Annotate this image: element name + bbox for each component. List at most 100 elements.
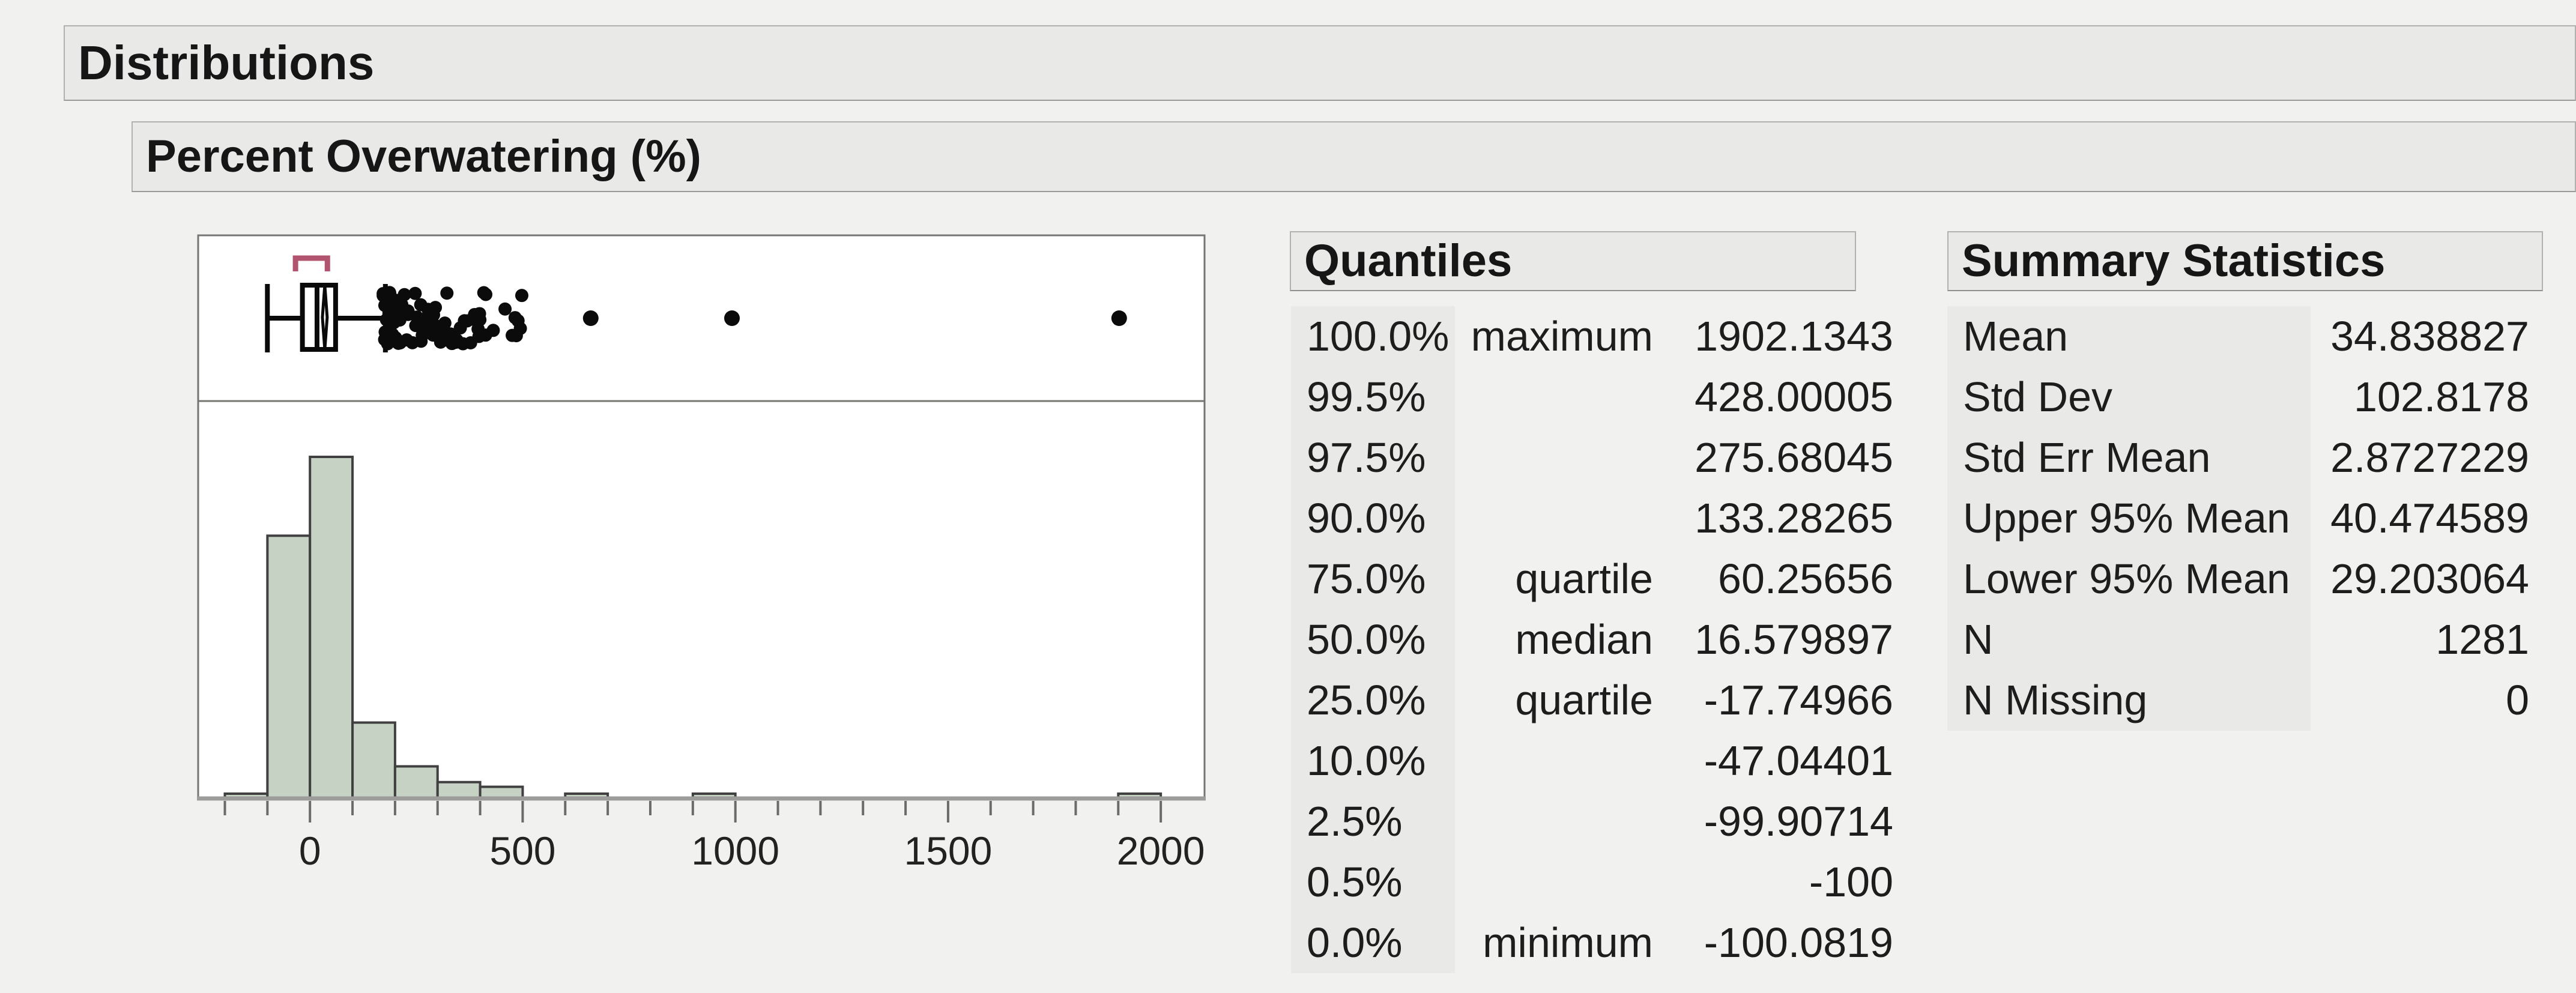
- outlier-dot[interactable]: [477, 286, 491, 300]
- histogram-bar[interactable]: [393, 765, 439, 800]
- summary-row: Mean 34.838827: [1947, 306, 2529, 367]
- outlier-dot[interactable]: [427, 308, 441, 322]
- outlier-dot[interactable]: [1111, 310, 1127, 326]
- quantiles-header-label: Quantiles: [1304, 235, 1513, 286]
- summary-stat-value: 40.474589: [2330, 495, 2529, 542]
- outlier-dot[interactable]: [456, 337, 470, 351]
- outlier-dot[interactable]: [582, 310, 599, 326]
- quantile-value: -17.74966: [1704, 677, 1893, 723]
- quantile-row: 0.5% -100: [1291, 852, 1893, 913]
- summary-stat-value: 2.8727229: [2330, 434, 2529, 481]
- quantile-value: 16.579897: [1695, 616, 1893, 663]
- summary-statistics-table: Mean 34.838827 Std Dev 102.8178 Std Err Mean…: [1947, 306, 2529, 731]
- quantile-label: [1455, 731, 1653, 791]
- mean-confidence-diamond: [321, 285, 329, 350]
- quantile-label: median: [1515, 616, 1653, 663]
- quantile-label: [1455, 791, 1653, 852]
- quantile-row: 25.0% quartile -17.74966: [1291, 670, 1893, 731]
- summary-stat-label: Mean: [1947, 306, 2311, 367]
- quantile-value: 428.00005: [1695, 373, 1893, 420]
- quantile-probability: 100.0%: [1291, 306, 1455, 367]
- x-axis-tick-label: 0: [299, 829, 321, 873]
- x-axis-tick-label: 1000: [691, 829, 779, 873]
- outlier-dot[interactable]: [378, 298, 392, 312]
- outlier-dot[interactable]: [468, 307, 482, 321]
- quantile-value: -100: [1809, 859, 1893, 905]
- summary-row: Upper 95% Mean 40.474589: [1947, 488, 2529, 549]
- quantile-label: quartile: [1515, 555, 1653, 602]
- quantile-probability: 0.0%: [1291, 913, 1455, 973]
- summary-stat-label: Lower 95% Mean: [1947, 549, 2311, 609]
- quantile-row: 75.0% quartile 60.25656: [1291, 549, 1893, 609]
- variable-outline-header[interactable]: Percent Overwatering (%): [132, 121, 2576, 192]
- quantile-probability: 25.0%: [1291, 670, 1455, 731]
- summary-stat-label: N Missing: [1947, 670, 2311, 731]
- outlier-dot[interactable]: [398, 288, 411, 301]
- outlier-dot[interactable]: [724, 310, 740, 326]
- quantiles-table: 100.0% maximum 1902.1343 99.5% 428.00005 97.5…: [1291, 306, 1893, 973]
- summary-stat-label: Upper 95% Mean: [1947, 488, 2311, 549]
- summary-row: N Missing 0: [1947, 670, 2529, 731]
- outlier-dot[interactable]: [389, 304, 403, 318]
- outlier-dot[interactable]: [479, 328, 492, 342]
- quantile-label: maximum: [1471, 313, 1653, 360]
- outlier-dot[interactable]: [506, 328, 519, 342]
- summary-stat-value: 102.8178: [2354, 373, 2529, 420]
- quantiles-header[interactable]: Quantiles: [1290, 231, 1856, 291]
- outlier-dot[interactable]: [437, 324, 450, 337]
- outlier-dot[interactable]: [379, 331, 393, 345]
- histogram-bar[interactable]: [351, 721, 396, 800]
- outlier-dot[interactable]: [383, 287, 397, 301]
- quantile-label: [1455, 427, 1653, 488]
- x-axis-tick-label: 2000: [1117, 829, 1205, 873]
- quantile-value: 275.68045: [1695, 434, 1893, 481]
- histogram-bar[interactable]: [436, 780, 482, 800]
- quantile-row: 0.0% minimum -100.0819: [1291, 913, 1893, 973]
- summary-statistics-header[interactable]: Summary Statistics: [1947, 231, 2543, 291]
- summary-stat-label: Std Dev: [1947, 367, 2311, 427]
- quantile-label: minimum: [1483, 919, 1653, 966]
- outlier-dot[interactable]: [440, 286, 454, 300]
- summary-row: Std Dev 102.8178: [1947, 367, 2529, 427]
- quantile-value: 133.28265: [1695, 495, 1893, 542]
- outlier-dot[interactable]: [445, 337, 459, 351]
- quantile-row: 2.5% -99.90714: [1291, 791, 1893, 852]
- outlier-dot[interactable]: [515, 289, 528, 303]
- quantile-row: 10.0% -47.04401: [1291, 731, 1893, 791]
- quantile-row: 99.5% 428.00005: [1291, 367, 1893, 427]
- summary-stat-value: 1281: [2435, 616, 2529, 663]
- histogram-bar[interactable]: [266, 534, 312, 800]
- quantile-row: 50.0% median 16.579897: [1291, 609, 1893, 670]
- quantile-label: [1455, 367, 1653, 427]
- quantile-probability: 97.5%: [1291, 427, 1455, 488]
- quantile-probability: 90.0%: [1291, 488, 1455, 549]
- quantile-value: -100.0819: [1704, 919, 1893, 966]
- x-axis-tick-label: 500: [489, 829, 555, 873]
- histogram-bar[interactable]: [309, 456, 354, 800]
- quantile-value: -99.90714: [1704, 798, 1893, 845]
- outlier-dot[interactable]: [401, 304, 415, 318]
- quantile-row: 90.0% 133.28265: [1291, 488, 1893, 549]
- quantile-value: 1902.1343: [1695, 313, 1893, 360]
- outlier-dot[interactable]: [408, 286, 422, 300]
- summary-stat-value: 0: [2506, 677, 2529, 723]
- quantile-label: [1455, 488, 1653, 549]
- x-axis-tick-label: 1500: [904, 829, 993, 873]
- summary-statistics-header-label: Summary Statistics: [1962, 235, 2386, 286]
- distributions-outline-header[interactable]: Distributions: [64, 25, 2576, 101]
- shortest-half-bracket: [292, 255, 330, 271]
- quantile-probability: 75.0%: [1291, 549, 1455, 609]
- outlier-dot[interactable]: [508, 311, 522, 325]
- summary-stat-value: 34.838827: [2330, 313, 2529, 360]
- quantile-row: 97.5% 275.68045: [1291, 427, 1893, 488]
- summary-row: Lower 95% Mean 29.203064: [1947, 549, 2529, 609]
- outlier-dot[interactable]: [416, 328, 429, 342]
- quantile-row: 100.0% maximum 1902.1343: [1291, 306, 1893, 367]
- quantile-probability: 10.0%: [1291, 731, 1455, 791]
- distributions-title: Distributions: [78, 36, 375, 89]
- outlier-dot[interactable]: [405, 336, 419, 349]
- outlier-dot[interactable]: [498, 302, 512, 316]
- summary-stat-label: Std Err Mean: [1947, 427, 2311, 488]
